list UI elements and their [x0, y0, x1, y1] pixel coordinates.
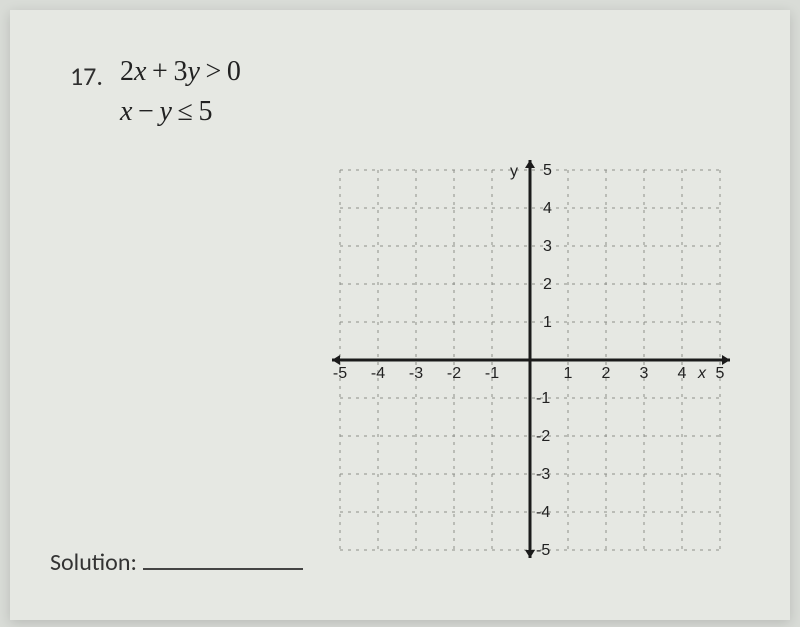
- svg-text:-1: -1: [485, 365, 499, 382]
- svg-text:4: 4: [543, 200, 552, 217]
- solution-label: Solution:: [50, 548, 137, 577]
- svg-text:-5: -5: [333, 365, 347, 382]
- svg-text:-4: -4: [536, 504, 550, 521]
- svg-text:5: 5: [543, 162, 552, 179]
- coordinate-grid: -5-4-3-2-1123412345-1-2-3-4-5yx5: [320, 150, 750, 580]
- worksheet-page: { "problem": { "number": "17.", "inequal…: [10, 10, 790, 620]
- svg-text:-2: -2: [447, 365, 461, 382]
- svg-text:3: 3: [543, 238, 552, 255]
- inequality-1: 2x + 3y > 0: [120, 56, 241, 88]
- svg-text:-3: -3: [536, 466, 550, 483]
- problem-number: 17.: [70, 60, 103, 92]
- svg-text:y: y: [510, 163, 518, 180]
- svg-text:1: 1: [564, 365, 573, 382]
- svg-text:-4: -4: [371, 365, 385, 382]
- svg-text:1: 1: [543, 314, 552, 331]
- svg-text:2: 2: [602, 365, 611, 382]
- grid-svg: -5-4-3-2-1123412345-1-2-3-4-5yx5: [320, 150, 740, 570]
- svg-text:-3: -3: [409, 365, 423, 382]
- svg-text:-5: -5: [536, 542, 550, 559]
- svg-text:5: 5: [716, 365, 725, 382]
- svg-text:2: 2: [543, 276, 552, 293]
- svg-text:3: 3: [640, 365, 649, 382]
- svg-text:4: 4: [678, 365, 687, 382]
- svg-text:x: x: [697, 365, 707, 382]
- svg-text:-1: -1: [536, 390, 550, 407]
- inequality-2: x − y ≤ 5: [120, 96, 212, 128]
- solution-label-row: Solution:: [50, 548, 303, 577]
- solution-blank-line: [143, 568, 303, 570]
- svg-text:-2: -2: [536, 428, 550, 445]
